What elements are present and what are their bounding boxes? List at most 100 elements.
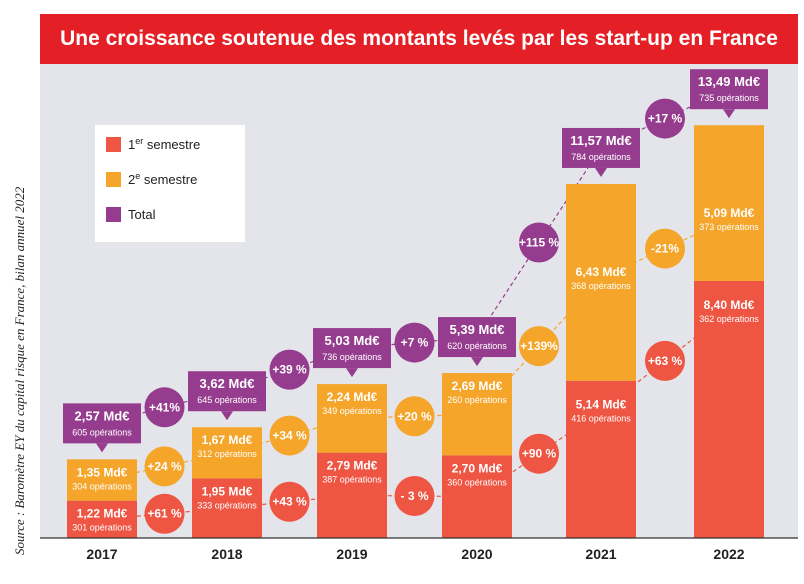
- label-s2-value: 1,67 Md€: [202, 433, 253, 447]
- growth-bubble-s2: [144, 446, 185, 487]
- bar-s2: [67, 459, 137, 501]
- growth-label-s1: +63 %: [648, 354, 683, 368]
- growth-bubble-total: [269, 349, 310, 390]
- bar-s1: [317, 452, 387, 538]
- legend-label-total: Total: [128, 207, 156, 222]
- growth-bubble-total: [394, 322, 435, 363]
- total-callout-pointer: [221, 411, 233, 421]
- total-value: 5,39 Md€: [450, 322, 505, 337]
- label-s2-value: 6,43 Md€: [576, 265, 627, 279]
- label-s1-value: 2,79 Md€: [327, 459, 378, 473]
- growth-label-total: +17 %: [648, 112, 683, 126]
- label-s2-operations: 349 opérations: [322, 406, 382, 416]
- legend-swatch-s2: [106, 172, 121, 187]
- growth-bubble-s2: [645, 228, 685, 269]
- total-value: 13,49 Md€: [698, 74, 760, 89]
- label-s1-value: 1,95 Md€: [202, 484, 253, 498]
- label-s1-operations: 416 opérations: [571, 414, 631, 424]
- label-s1-value: 8,40 Md€: [704, 298, 755, 312]
- label-s1-operations: 387 opérations: [322, 475, 382, 485]
- growth-label-s1: +43 %: [272, 495, 307, 509]
- label-s2-value: 5,09 Md€: [704, 206, 755, 220]
- x-tick-label: 2022: [713, 546, 744, 562]
- growth-bubble-s1: [144, 493, 185, 534]
- total-callout-box: [690, 69, 768, 110]
- label-s2-operations: 312 opérations: [197, 449, 257, 459]
- growth-label-s2: +139%: [520, 339, 558, 353]
- growth-label-total: +115 %: [519, 236, 560, 250]
- bar-s1: [192, 478, 262, 538]
- label-s2-value: 2,69 Md€: [452, 379, 503, 393]
- label-s2-value: 2,24 Md€: [327, 390, 378, 404]
- growth-label-s1: +90 %: [522, 447, 557, 461]
- label-s2-value: 1,35 Md€: [77, 465, 128, 479]
- total-callout-pointer: [96, 443, 108, 453]
- growth-label-total: +39 %: [272, 363, 307, 377]
- total-value: 2,57 Md€: [75, 408, 130, 423]
- x-tick-label: 2019: [336, 546, 367, 562]
- growth-label-s1: +61 %: [147, 507, 182, 521]
- total-callout-box: [438, 317, 516, 358]
- legend-swatch-s1: [106, 137, 121, 152]
- bar-s2: [192, 427, 262, 479]
- bar-labels: 1,22 Md€ 301 opérations 1,35 Md€ 304 opérat…: [72, 206, 759, 532]
- total-callout-box: [562, 127, 640, 168]
- growth-bubble-total: [645, 98, 685, 139]
- x-tick-label: 2018: [211, 546, 242, 562]
- label-s1-value: 5,14 Md€: [576, 398, 627, 412]
- bar-s2: [317, 384, 387, 453]
- label-s2-operations: 304 opérations: [72, 481, 132, 491]
- bar-s1: [694, 280, 764, 538]
- x-tick-label: 2017: [86, 546, 117, 562]
- total-callout-box: [188, 371, 266, 412]
- growth-bubble-s2: [269, 415, 310, 456]
- total-operations: 645 opérations: [197, 395, 257, 405]
- label-s1-value: 2,70 Md€: [452, 461, 503, 475]
- label-s2-operations: 373 opérations: [699, 222, 759, 232]
- bar-s1: [67, 500, 137, 538]
- total-callout-box: [63, 403, 141, 444]
- total-operations: 605 opérations: [72, 427, 132, 437]
- label-s1-operations: 360 opérations: [447, 477, 507, 487]
- title-banner: Une croissance soutenue des montants lev…: [40, 14, 798, 64]
- growth-bubble-total: [519, 222, 559, 263]
- growth-label-s1: - 3 %: [400, 489, 428, 503]
- x-axis-ticks: 2017 2018 2019 2020 2021 2022: [86, 546, 744, 562]
- growth-bubble-s1: [269, 481, 310, 522]
- growth-bubble-s1: [394, 476, 435, 517]
- total-callout-pointer: [723, 109, 735, 119]
- bar-s1: [566, 380, 636, 538]
- growth-bubble-s2: [519, 326, 559, 367]
- bar-s1: [442, 455, 512, 538]
- total-operations: 735 opérations: [699, 93, 759, 103]
- total-operations: 784 opérations: [571, 152, 631, 162]
- bar-s2: [566, 183, 636, 381]
- total-value: 11,57 Md€: [570, 133, 631, 148]
- x-tick-label: 2021: [585, 546, 616, 562]
- bar-s2: [442, 373, 512, 456]
- growth-bubbles: +61 % +43 % - 3 % +90 % +63 % +24 % +34 % +20 %…: [144, 98, 685, 534]
- growth-label-s2: +20 %: [397, 409, 432, 423]
- total-operations: 736 opérations: [322, 352, 382, 362]
- total-operations: 620 opérations: [447, 341, 507, 351]
- growth-bubble-s1: [519, 433, 559, 474]
- legend: 1er semestre 2e semestre Total: [95, 125, 245, 242]
- growth-label-s2: +24 %: [147, 459, 182, 473]
- chart-title: Une croissance soutenue des montants lev…: [60, 27, 778, 50]
- growth-label-s2: +34 %: [272, 429, 307, 443]
- growth-label-total: +41%: [149, 400, 180, 414]
- legend-swatch-total: [106, 207, 121, 222]
- label-s1-operations: 333 opérations: [197, 500, 257, 510]
- total-callout-pointer: [346, 368, 358, 378]
- total-callout-pointer: [595, 167, 607, 177]
- label-s2-operations: 260 opérations: [447, 395, 507, 405]
- total-value: 5,03 Md€: [325, 333, 380, 348]
- label-s1-operations: 301 opérations: [72, 523, 132, 533]
- total-callouts: 2,57 Md€ 605 opérations 3,62 Md€ 645 opérat…: [63, 69, 768, 453]
- label-s1-value: 1,22 Md€: [77, 507, 128, 521]
- growth-bubble-s2: [394, 396, 435, 437]
- bars: [67, 125, 764, 538]
- label-s1-operations: 362 opérations: [699, 314, 759, 324]
- growth-bubble-total: [144, 387, 185, 428]
